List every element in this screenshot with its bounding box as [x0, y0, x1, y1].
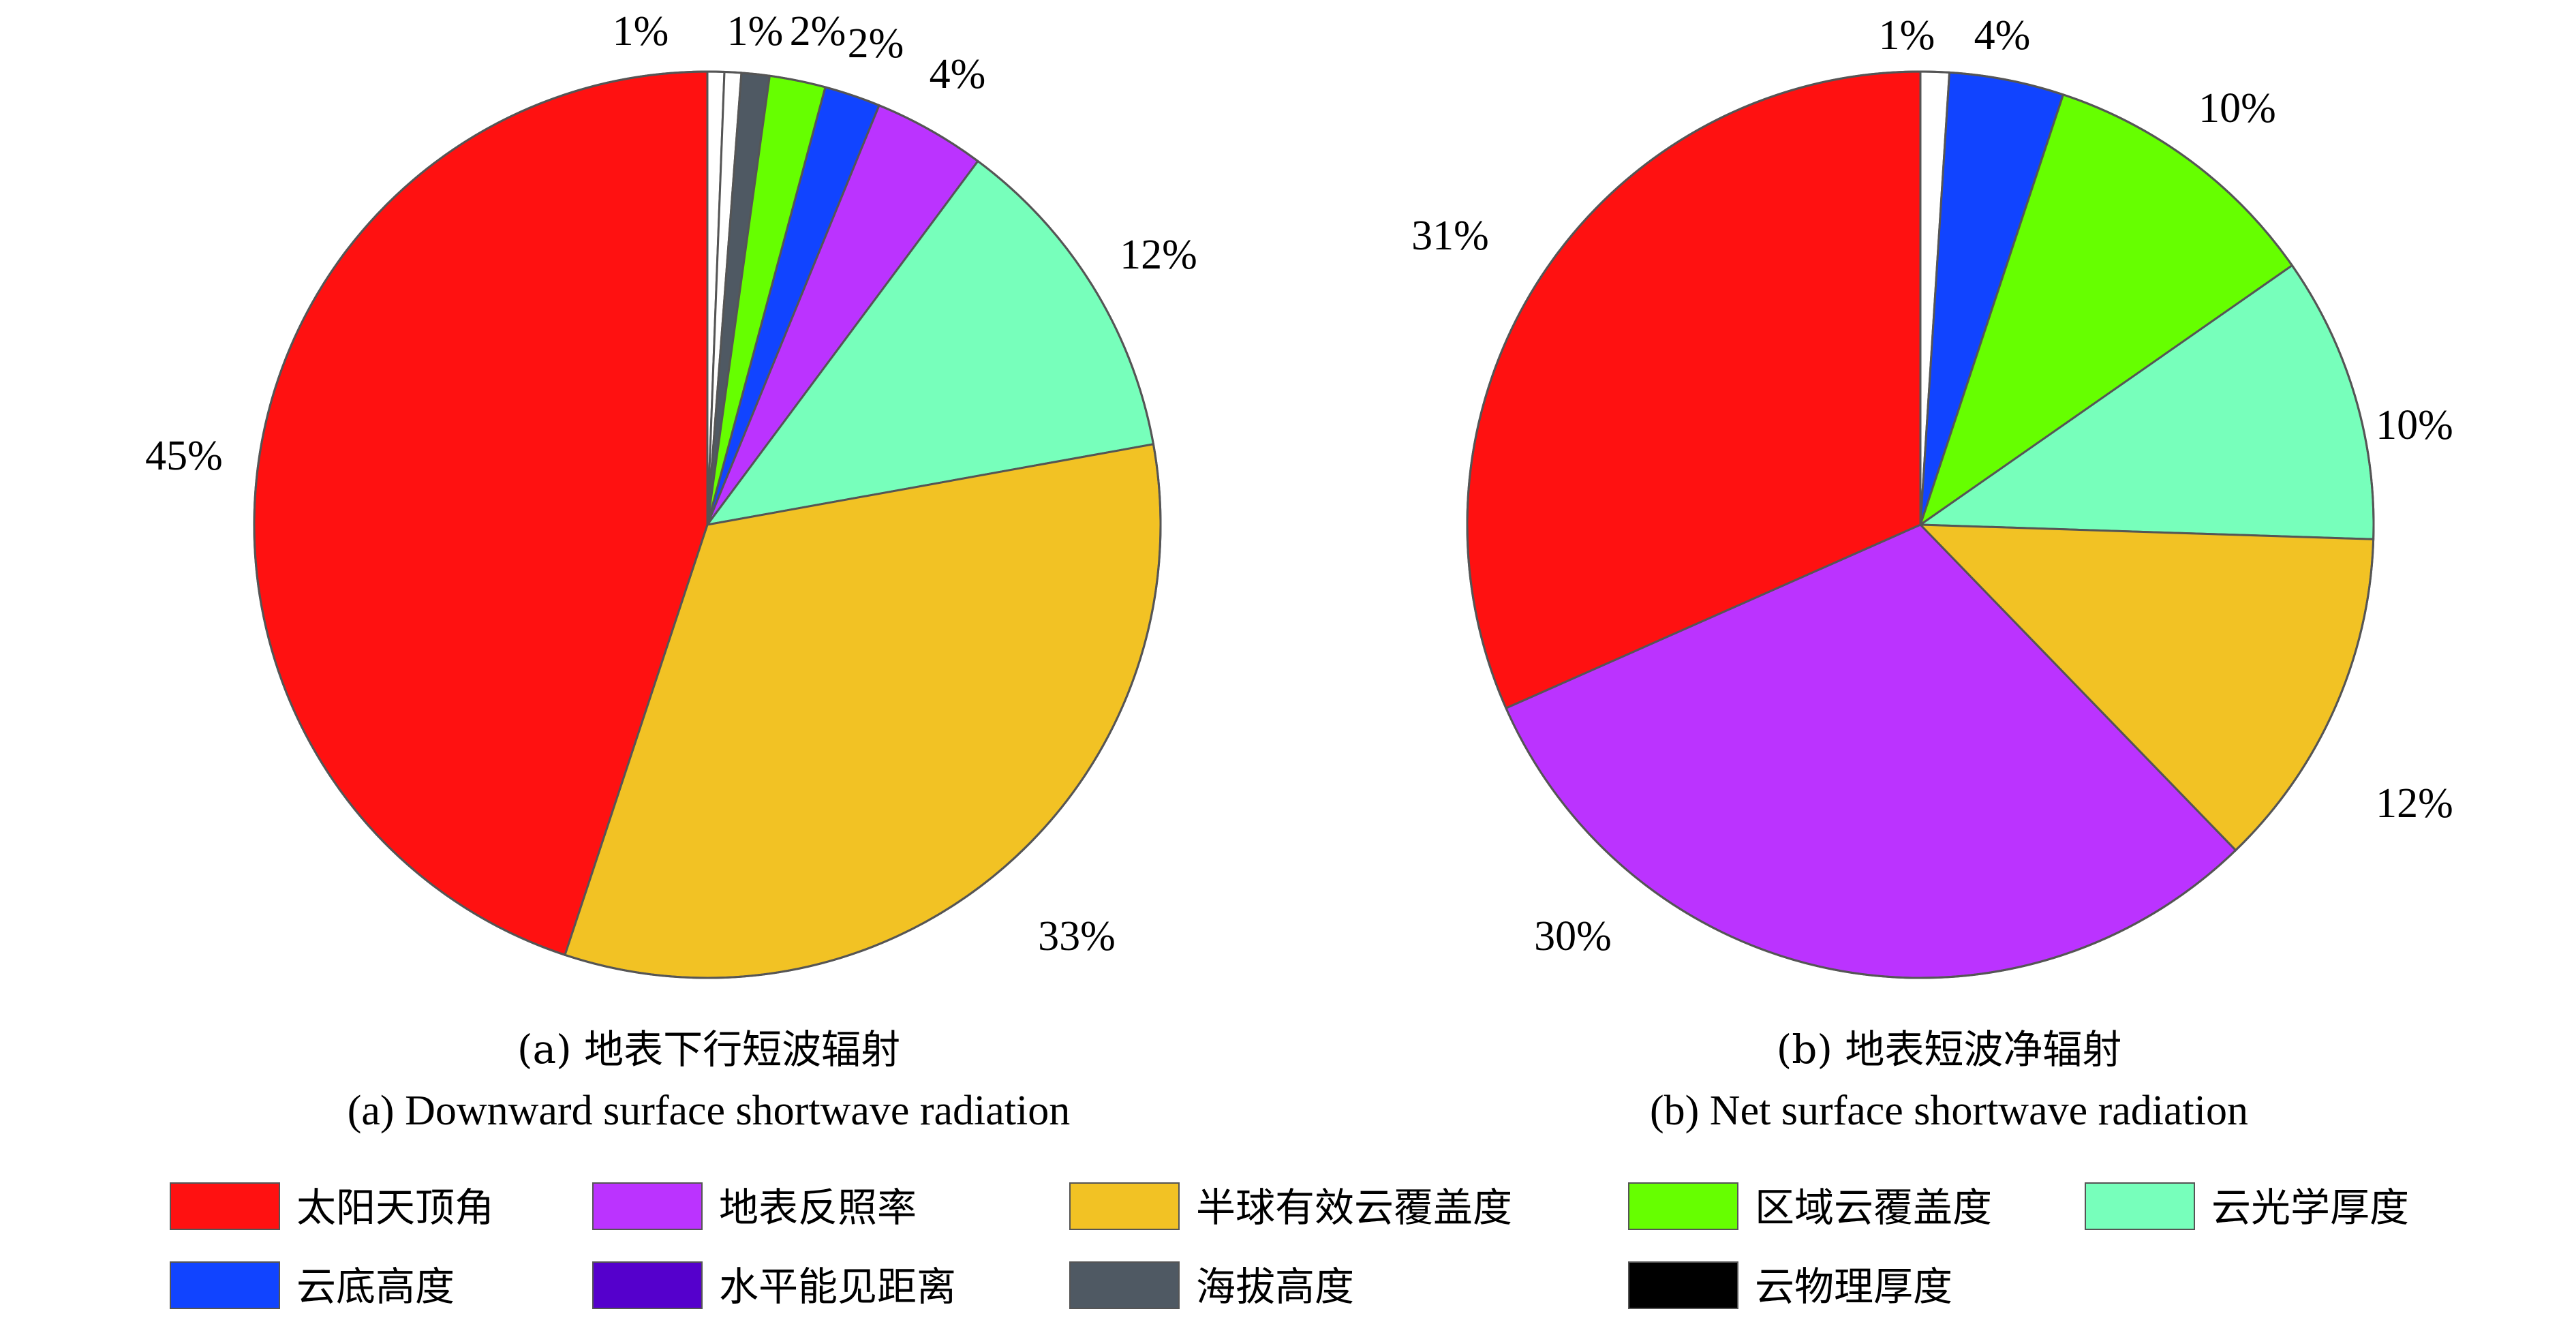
- legend-swatch-2: [1069, 1182, 1180, 1230]
- pie-label-a-7: 33%: [1038, 913, 1116, 960]
- legend-label-5: 云底高度: [296, 1263, 455, 1310]
- legend-swatch-3: [1628, 1182, 1738, 1230]
- pie-label-b-0: 1%: [1879, 12, 1935, 59]
- pie-label-a-1: 1%: [613, 8, 669, 55]
- pie-label-a-6: 12%: [1120, 232, 1197, 278]
- pie-label-a-2: 1%: [727, 8, 784, 55]
- legend-label-1: 地表反照率: [719, 1184, 917, 1231]
- pie-label-b-2: 10%: [2198, 85, 2276, 132]
- pie-label-b-1: 4%: [1974, 12, 2031, 59]
- caption-b-zh: (b) 地表短波净辐射: [1777, 1026, 2122, 1073]
- pie-label-a-4: 2%: [848, 20, 904, 67]
- pie-chart-b: 1% 4% 10% 10% 12% 30% 31%: [1411, 12, 2453, 979]
- caption-b-en: (b) Net surface shortwave radiation: [1650, 1088, 2248, 1134]
- legend-swatch-8: [1628, 1261, 1738, 1309]
- legend-swatch-6: [592, 1261, 703, 1309]
- legend-label-8: 云物理厚度: [1755, 1263, 1952, 1310]
- legend-swatch-5: [170, 1261, 280, 1309]
- pie-label-b-5: 30%: [1534, 913, 1612, 960]
- caption-a-en: (a) Downward surface shortwave radiation: [348, 1088, 1070, 1134]
- legend-label-3: 区域云覆盖度: [1755, 1184, 1992, 1231]
- caption-a-zh: (a) 地表下行短波辐射: [517, 1026, 900, 1073]
- legend-label-4: 云光学厚度: [2211, 1184, 2409, 1231]
- legend-swatch-0: [170, 1182, 280, 1230]
- pie-label-a-3: 2%: [790, 8, 846, 55]
- legend-swatch-1: [592, 1182, 703, 1230]
- legend-swatch-4: [2085, 1182, 2195, 1230]
- pie-chart-a: 1% 1% 2% 2%4%12%33%45%: [145, 8, 1197, 979]
- legend-swatch-7: [1069, 1261, 1180, 1309]
- pie-label-a-8: 45%: [145, 433, 223, 479]
- legend-label-7: 海拔高度: [1196, 1263, 1354, 1310]
- pie-label-b-6: 31%: [1411, 213, 1489, 259]
- pie-outline-b: [1466, 70, 2375, 979]
- pie-label-b-4: 12%: [2376, 780, 2453, 827]
- pie-label-a-5: 4%: [930, 51, 986, 97]
- legend-label-0: 太阳天顶角: [296, 1184, 494, 1231]
- pie-label-b-3: 10%: [2376, 402, 2453, 448]
- pie-outline-a: [253, 70, 1162, 979]
- legend-label-2: 半球有效云覆盖度: [1196, 1184, 1512, 1231]
- legend-label-6: 水平能见距离: [719, 1263, 956, 1310]
